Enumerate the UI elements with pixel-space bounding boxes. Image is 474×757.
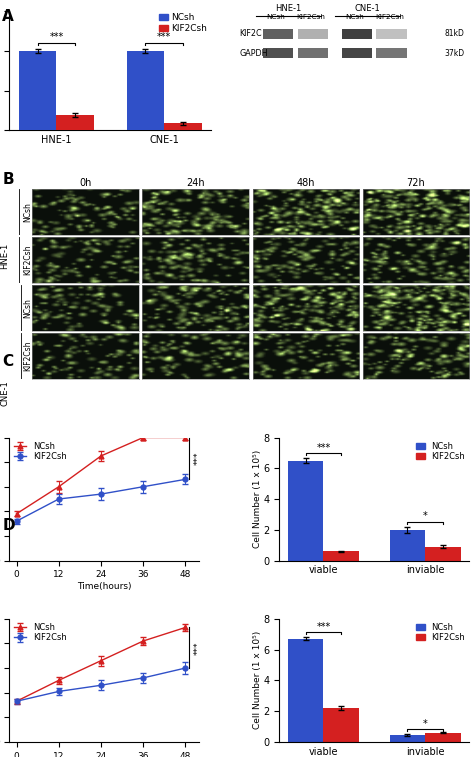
Text: ***: *** — [316, 443, 330, 453]
Text: NCsh: NCsh — [23, 202, 32, 222]
Bar — [127, 51, 164, 130]
Bar — [263, 48, 293, 58]
Legend: NCsh, KIF2Csh: NCsh, KIF2Csh — [416, 623, 465, 642]
Text: D: D — [2, 518, 15, 533]
Text: *: * — [423, 511, 428, 522]
Text: *: * — [423, 719, 428, 729]
Text: ***: *** — [316, 622, 330, 632]
Text: KIF2Csh: KIF2Csh — [375, 14, 404, 20]
Bar — [263, 30, 293, 39]
Bar — [323, 551, 359, 560]
Bar — [342, 30, 372, 39]
Text: KIF2Csh: KIF2Csh — [23, 341, 32, 372]
Legend: NCsh, KIF2Csh: NCsh, KIF2Csh — [416, 441, 465, 461]
Text: CNE-1: CNE-1 — [0, 380, 9, 406]
Title: 72h: 72h — [407, 178, 425, 188]
Text: KIF2Csh: KIF2Csh — [296, 14, 325, 20]
Text: NCsh: NCsh — [345, 14, 364, 20]
Legend: NCsh, KIF2Csh: NCsh, KIF2Csh — [159, 14, 207, 33]
Text: B: B — [2, 172, 14, 187]
Bar — [288, 460, 323, 560]
Text: HNE-1: HNE-1 — [0, 242, 9, 269]
Text: GAPDH: GAPDH — [239, 48, 268, 58]
Bar — [425, 547, 461, 560]
Text: ***: *** — [194, 641, 203, 655]
Bar — [376, 48, 407, 58]
Text: NCsh: NCsh — [23, 298, 32, 318]
Bar — [298, 30, 328, 39]
Title: 0h: 0h — [79, 178, 91, 188]
Text: HNE-1: HNE-1 — [275, 5, 301, 14]
Text: KIF2C: KIF2C — [239, 30, 262, 39]
Text: A: A — [2, 9, 14, 24]
Text: C: C — [2, 354, 13, 369]
Y-axis label: Cell Number (1 x 10⁵): Cell Number (1 x 10⁵) — [253, 631, 262, 730]
Title: 48h: 48h — [297, 178, 315, 188]
Bar — [288, 639, 323, 742]
Bar — [425, 733, 461, 742]
Text: ***: *** — [49, 33, 64, 42]
Text: 37kD: 37kD — [445, 48, 465, 58]
Bar — [342, 48, 372, 58]
Y-axis label: Cell Number (1 x 10⁵): Cell Number (1 x 10⁵) — [253, 450, 262, 548]
Legend: NCsh, KIF2Csh: NCsh, KIF2Csh — [14, 441, 66, 461]
Legend: NCsh, KIF2Csh: NCsh, KIF2Csh — [14, 623, 66, 642]
Bar — [18, 51, 56, 130]
Text: ***: *** — [194, 452, 203, 466]
Bar — [390, 735, 425, 742]
Bar — [164, 123, 202, 130]
Title: 24h: 24h — [186, 178, 205, 188]
Text: NCsh: NCsh — [266, 14, 285, 20]
Bar — [376, 30, 407, 39]
Text: 81kD: 81kD — [445, 30, 465, 39]
Bar — [298, 48, 328, 58]
Text: ***: *** — [157, 33, 172, 42]
Text: CNE-1: CNE-1 — [354, 5, 380, 14]
Bar — [323, 708, 359, 742]
Text: KIF2Csh: KIF2Csh — [23, 245, 32, 275]
Bar — [56, 114, 94, 130]
X-axis label: Time(hours): Time(hours) — [77, 582, 132, 591]
Bar — [390, 530, 425, 560]
